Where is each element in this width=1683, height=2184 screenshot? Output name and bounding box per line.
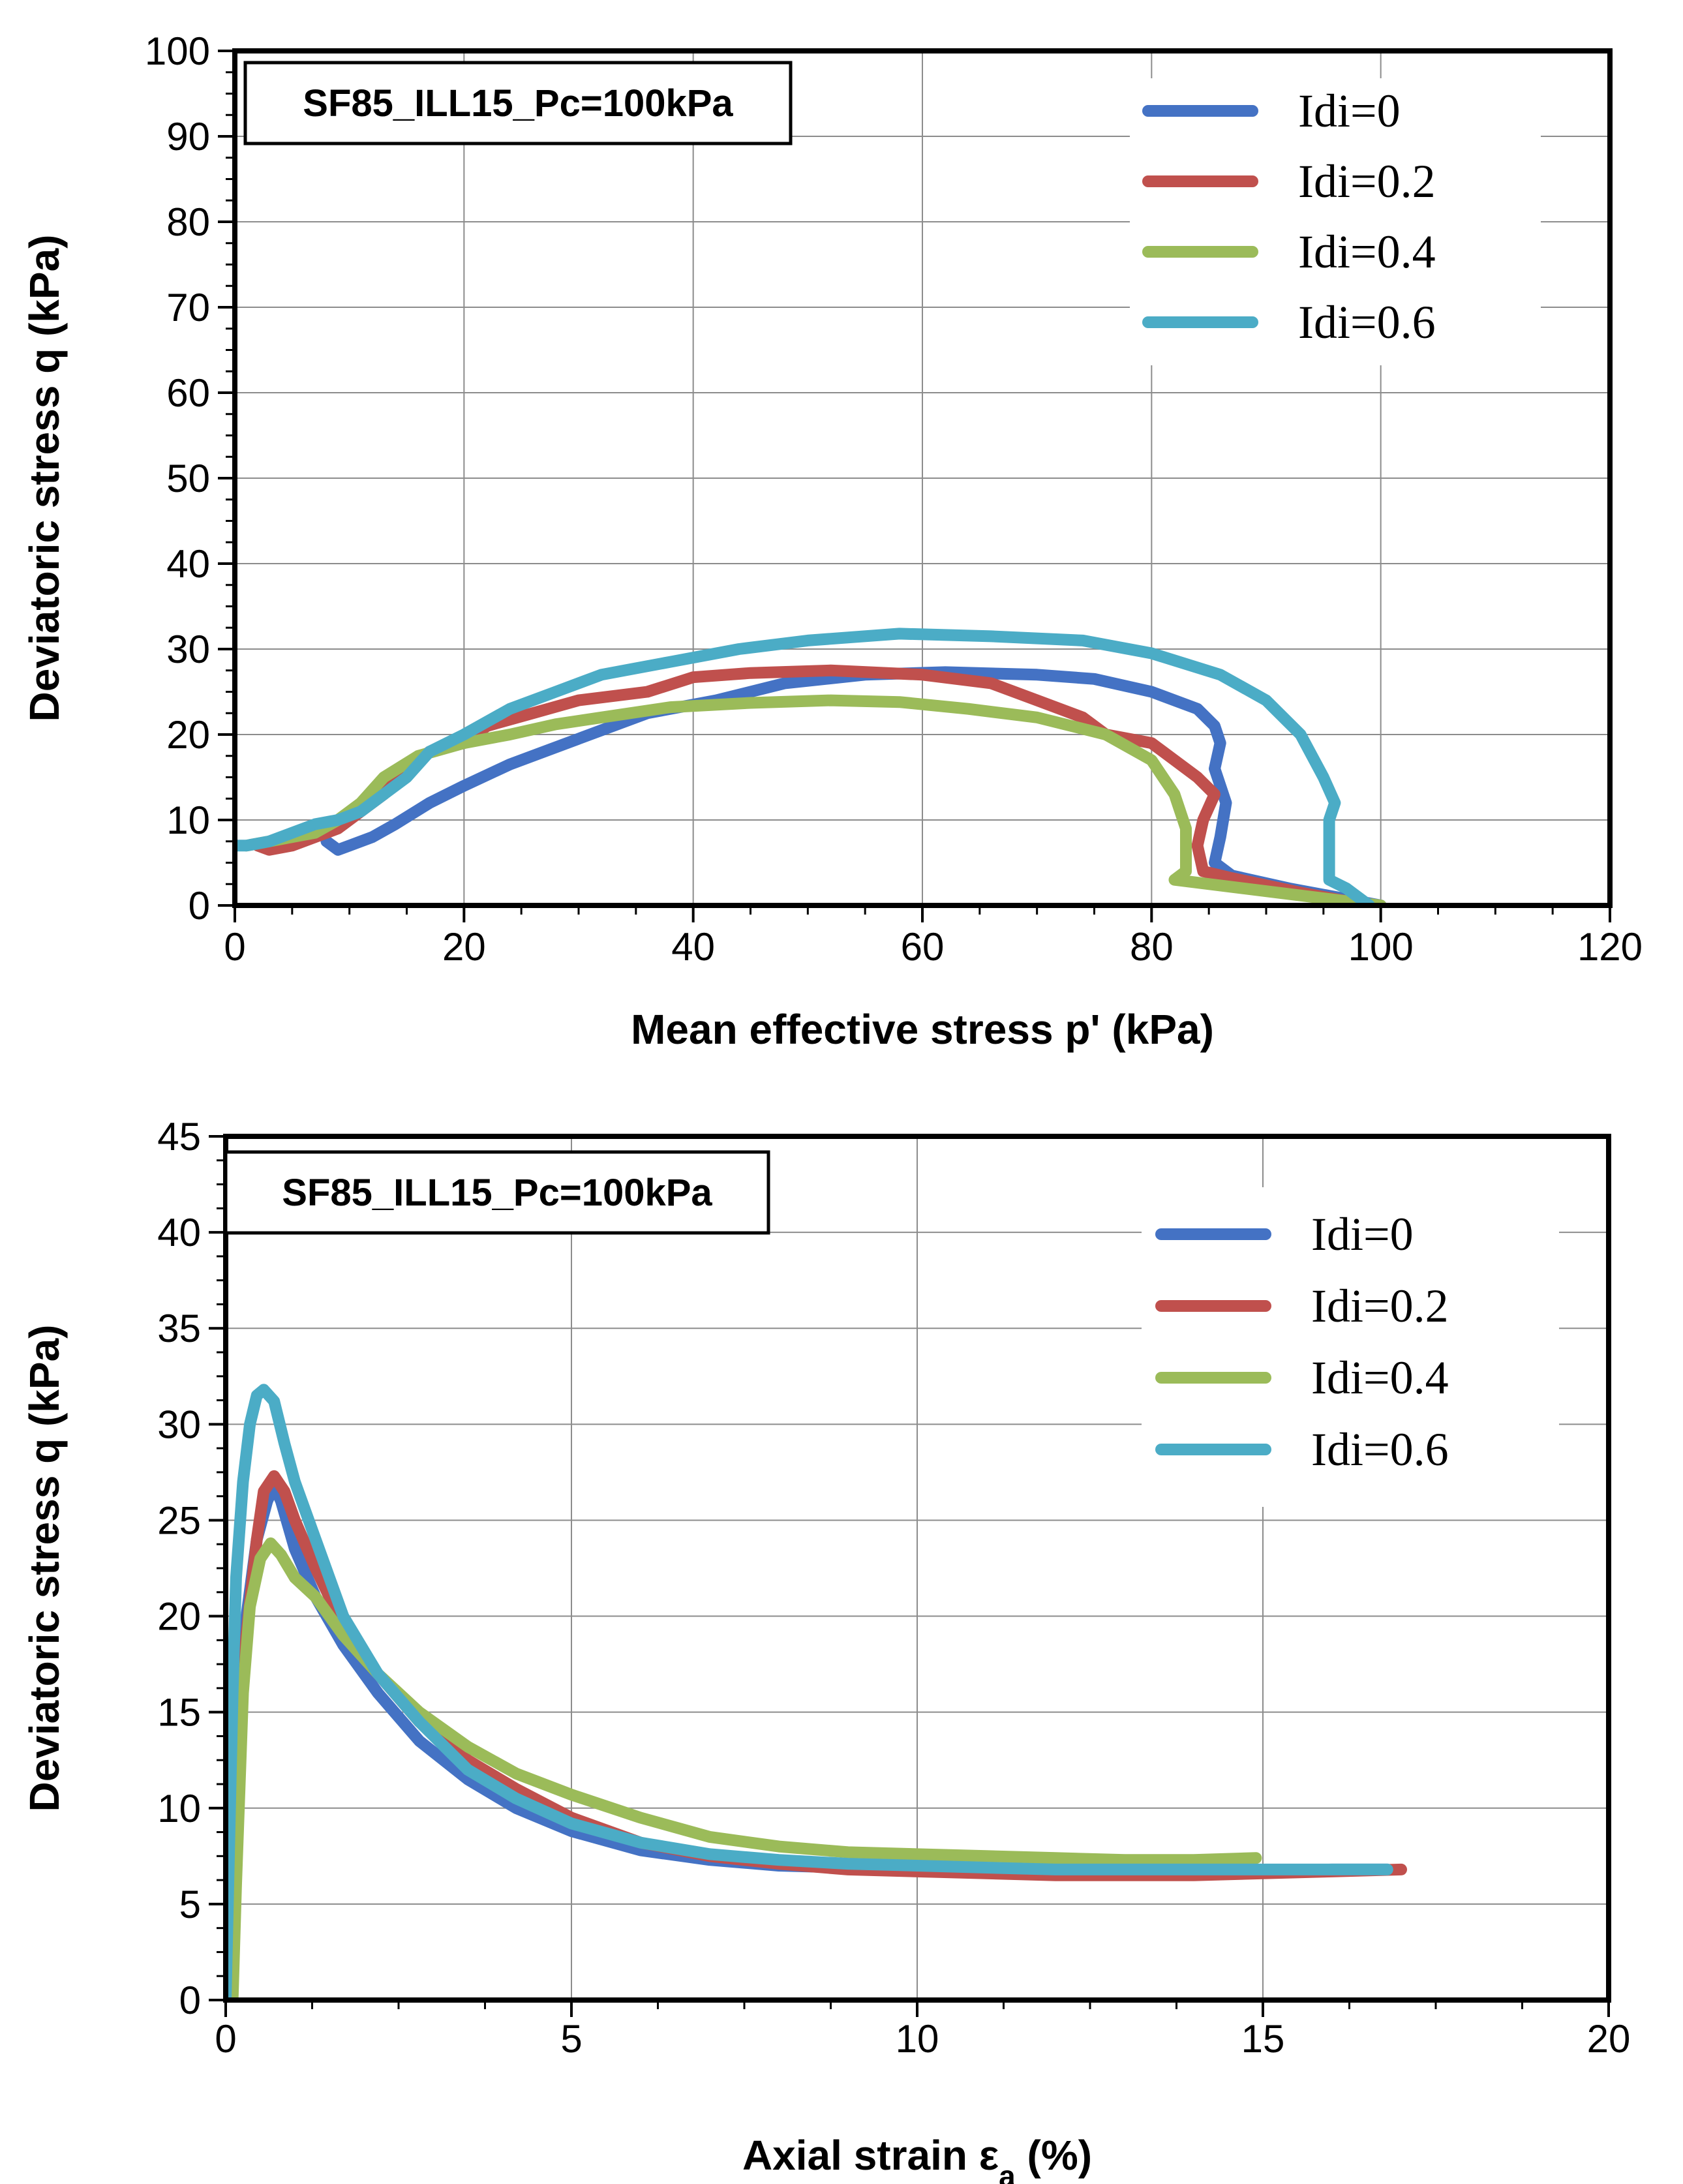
x-tick-label: 0 [215, 2017, 236, 2061]
series-line-idi-0-6 [235, 628, 1376, 905]
y-tick-label: 50 [166, 457, 210, 500]
legend-label: Idi=0.6 [1311, 1423, 1449, 1476]
chart-title-box: SF85_ILL15_Pc=100kPa [243, 61, 793, 145]
y-tick-label: 100 [145, 29, 210, 73]
x-tick-label: 40 [671, 925, 715, 969]
x-tick-label: 60 [901, 925, 945, 969]
x-axis-title: Axial strain εa (%) [742, 2132, 1092, 2184]
y-tick-label: 20 [166, 713, 210, 757]
y-tick-label: 10 [166, 798, 210, 842]
legend-label: Idi=0.2 [1311, 1280, 1449, 1332]
y-tick-label: 60 [166, 371, 210, 415]
plot-frame [232, 48, 1613, 908]
x-axis-ticks: 0 20 40 60 80 100 120 [224, 905, 1643, 969]
x-tick-label: 120 [1577, 925, 1643, 969]
legend-label: Idi=0.4 [1311, 1352, 1449, 1404]
chart-title: SF85_ILL15_Pc=100kPa [303, 82, 733, 125]
y-tick-label: 15 [157, 1691, 201, 1735]
y-tick-label: 20 [157, 1595, 201, 1639]
y-axis-ticks: 0 5 10 15 20 25 30 35 40 45 [157, 1115, 226, 2022]
x-tick-label: 20 [442, 925, 486, 969]
stress-path-chart: 0 20 40 60 80 100 120 0 10 20 30 40 50 60 70 80 90 100 SF8… [21, 29, 1643, 1053]
legend-label: Idi=0.2 [1298, 155, 1436, 207]
legend: Idi=0 Idi=0.2 Idi=0.4 Idi=0.6 [1142, 1187, 1559, 1507]
y-tick-label: 10 [157, 1787, 201, 1830]
legend: Idi=0 Idi=0.2 Idi=0.4 Idi=0.6 [1130, 78, 1541, 365]
plot-frame [223, 1134, 1611, 2003]
y-tick-label: 90 [166, 115, 210, 159]
y-tick-label: 25 [157, 1498, 201, 1542]
x-axis-title: Mean effective stress p' (kPa) [631, 1006, 1214, 1053]
y-tick-label: 45 [157, 1115, 201, 1159]
stress-strain-chart: 0 5 10 15 20 0 5 10 15 20 25 30 35 40 45 SF85_ILL15_Pc=… [21, 1115, 1630, 2184]
series-group [235, 628, 1387, 905]
chart-title-box: SF85_ILL15_Pc=100kPa [224, 1150, 770, 1235]
legend-label: Idi=0.4 [1298, 226, 1436, 278]
x-tick-label: 80 [1130, 925, 1174, 969]
y-tick-label: 5 [179, 1883, 201, 1926]
x-tick-label: 20 [1587, 2017, 1631, 2061]
y-tick-label: 0 [179, 1979, 201, 2022]
y-tick-label: 40 [166, 542, 210, 586]
series-line-idi-0-6 [226, 1384, 1393, 2000]
x-tick-label: 5 [560, 2017, 582, 2061]
grid-lines [235, 51, 1610, 905]
chart-title: SF85_ILL15_Pc=100kPa [282, 1172, 712, 1214]
x-tick-label: 10 [896, 2017, 939, 2061]
legend-label: Idi=0.6 [1298, 296, 1436, 348]
y-tick-label: 30 [157, 1403, 201, 1446]
y-tick-label: 80 [166, 200, 210, 244]
y-tick-label: 30 [166, 628, 210, 671]
y-axis-title: Deviatoric stress q (kPa) [21, 1325, 68, 1812]
y-axis-ticks: 0 10 20 30 40 50 60 70 80 90 100 [145, 29, 235, 928]
y-tick-label: 0 [189, 884, 210, 928]
x-axis-ticks: 0 5 10 15 20 [215, 2000, 1630, 2061]
legend-label: Idi=0 [1298, 85, 1401, 137]
y-tick-label: 35 [157, 1307, 201, 1350]
series-line-idi-0-4 [226, 1537, 1262, 2000]
y-tick-label: 40 [157, 1211, 201, 1254]
y-axis-title: Deviatoric stress q (kPa) [21, 235, 68, 722]
y-tick-label: 70 [166, 286, 210, 329]
x-tick-label: 100 [1348, 925, 1414, 969]
x-tick-label: 0 [224, 925, 245, 969]
legend-label: Idi=0 [1311, 1208, 1414, 1260]
series-group [226, 1384, 1407, 2000]
x-tick-label: 15 [1241, 2017, 1285, 2061]
